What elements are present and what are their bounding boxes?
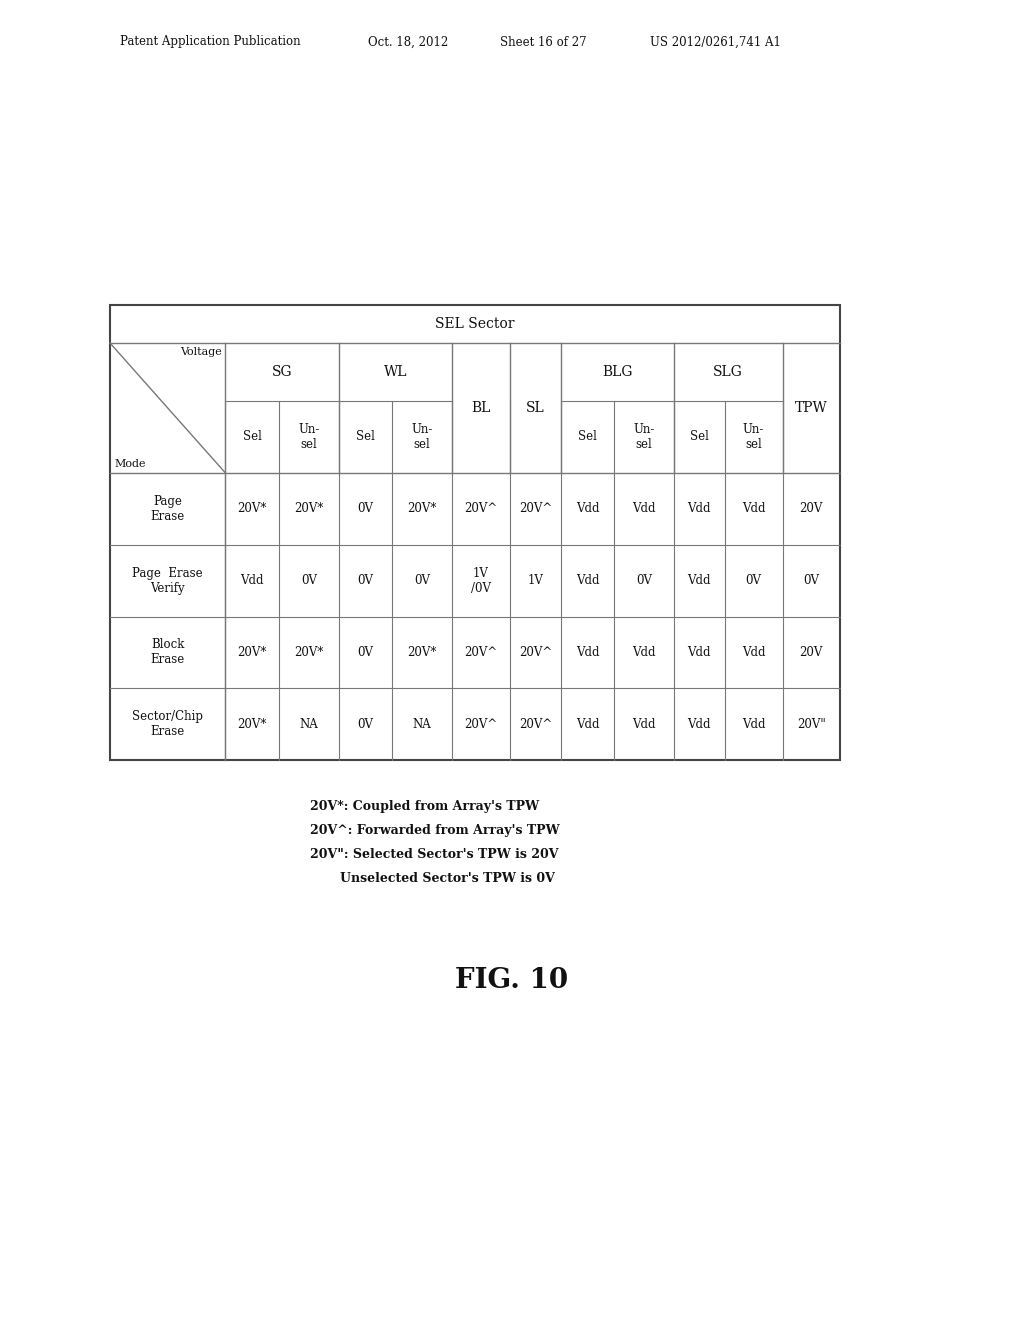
Text: 20V*: 20V* bbox=[238, 503, 267, 515]
Text: Vdd: Vdd bbox=[575, 503, 599, 515]
Text: Page
Erase: Page Erase bbox=[151, 495, 185, 523]
Text: 20V*: 20V* bbox=[238, 645, 267, 659]
Text: Oct. 18, 2012: Oct. 18, 2012 bbox=[368, 36, 449, 49]
Text: WL: WL bbox=[384, 366, 408, 379]
Text: Un-
sel: Un- sel bbox=[298, 422, 319, 451]
Text: 20V*: 20V* bbox=[294, 645, 324, 659]
Text: 20V^: 20V^ bbox=[519, 718, 552, 731]
Text: 20V*: 20V* bbox=[408, 503, 437, 515]
Text: 20V^: 20V^ bbox=[464, 645, 498, 659]
Text: Sel: Sel bbox=[578, 430, 597, 444]
Text: BLG: BLG bbox=[602, 366, 633, 379]
Text: Mode: Mode bbox=[114, 459, 145, 469]
Text: Sheet 16 of 27: Sheet 16 of 27 bbox=[500, 36, 587, 49]
Text: Vdd: Vdd bbox=[575, 574, 599, 587]
Text: 20V*: 20V* bbox=[408, 645, 437, 659]
Text: 20V: 20V bbox=[800, 645, 823, 659]
Text: 20V*: 20V* bbox=[238, 718, 267, 731]
Text: Vdd: Vdd bbox=[741, 645, 765, 659]
Text: 20V*: Coupled from Array's TPW: 20V*: Coupled from Array's TPW bbox=[310, 800, 539, 813]
Text: 0V: 0V bbox=[414, 574, 430, 587]
Text: 0V: 0V bbox=[357, 645, 374, 659]
Text: 0V: 0V bbox=[745, 574, 762, 587]
Text: Vdd: Vdd bbox=[687, 718, 711, 731]
Text: Vdd: Vdd bbox=[633, 645, 655, 659]
Text: Sel: Sel bbox=[356, 430, 375, 444]
Text: SEL Sector: SEL Sector bbox=[435, 317, 515, 331]
Text: NA: NA bbox=[413, 718, 431, 731]
Text: Voltage: Voltage bbox=[179, 347, 221, 356]
Text: Un-
sel: Un- sel bbox=[412, 422, 433, 451]
Text: Page  Erase
Verify: Page Erase Verify bbox=[132, 566, 203, 594]
Text: 0V: 0V bbox=[357, 718, 374, 731]
Text: SL: SL bbox=[526, 401, 545, 414]
Text: Vdd: Vdd bbox=[741, 718, 765, 731]
Text: 20V": 20V" bbox=[797, 718, 825, 731]
Text: 20V: 20V bbox=[800, 503, 823, 515]
Text: Un-
sel: Un- sel bbox=[634, 422, 654, 451]
Text: Sel: Sel bbox=[243, 430, 262, 444]
Text: Vdd: Vdd bbox=[633, 503, 655, 515]
Text: 0V: 0V bbox=[803, 574, 819, 587]
Text: Patent Application Publication: Patent Application Publication bbox=[120, 36, 301, 49]
Text: SLG: SLG bbox=[714, 366, 743, 379]
Text: Vdd: Vdd bbox=[687, 574, 711, 587]
Text: Vdd: Vdd bbox=[575, 718, 599, 731]
Text: Vdd: Vdd bbox=[687, 645, 711, 659]
Text: 0V: 0V bbox=[357, 503, 374, 515]
Text: Sel: Sel bbox=[690, 430, 709, 444]
Text: Un-
sel: Un- sel bbox=[742, 422, 764, 451]
Text: Vdd: Vdd bbox=[241, 574, 264, 587]
Text: 0V: 0V bbox=[357, 574, 374, 587]
Text: 1V: 1V bbox=[527, 574, 544, 587]
Text: Vdd: Vdd bbox=[575, 645, 599, 659]
Text: 20V^: 20V^ bbox=[519, 503, 552, 515]
Text: Sector/Chip
Erase: Sector/Chip Erase bbox=[132, 710, 203, 738]
Text: Block
Erase: Block Erase bbox=[151, 639, 185, 667]
Text: SG: SG bbox=[271, 366, 293, 379]
Text: Vdd: Vdd bbox=[687, 503, 711, 515]
Text: FIG. 10: FIG. 10 bbox=[456, 966, 568, 994]
Text: 20V*: 20V* bbox=[294, 503, 324, 515]
Bar bbox=[110, 305, 840, 760]
Text: 20V^: Forwarded from Array's TPW: 20V^: Forwarded from Array's TPW bbox=[310, 824, 560, 837]
Text: BL: BL bbox=[471, 401, 490, 414]
Text: Vdd: Vdd bbox=[741, 503, 765, 515]
Text: Vdd: Vdd bbox=[633, 718, 655, 731]
Text: Unselected Sector's TPW is 0V: Unselected Sector's TPW is 0V bbox=[340, 873, 555, 884]
Text: 0V: 0V bbox=[301, 574, 316, 587]
Text: NA: NA bbox=[299, 718, 318, 731]
Text: US 2012/0261,741 A1: US 2012/0261,741 A1 bbox=[650, 36, 781, 49]
Text: 20V^: 20V^ bbox=[464, 718, 498, 731]
Text: 20V^: 20V^ bbox=[519, 645, 552, 659]
Text: 20V^: 20V^ bbox=[464, 503, 498, 515]
Text: TPW: TPW bbox=[795, 401, 827, 414]
Text: 20V": Selected Sector's TPW is 20V: 20V": Selected Sector's TPW is 20V bbox=[310, 847, 558, 861]
Text: 0V: 0V bbox=[636, 574, 652, 587]
Text: 1V
/0V: 1V /0V bbox=[471, 566, 490, 594]
